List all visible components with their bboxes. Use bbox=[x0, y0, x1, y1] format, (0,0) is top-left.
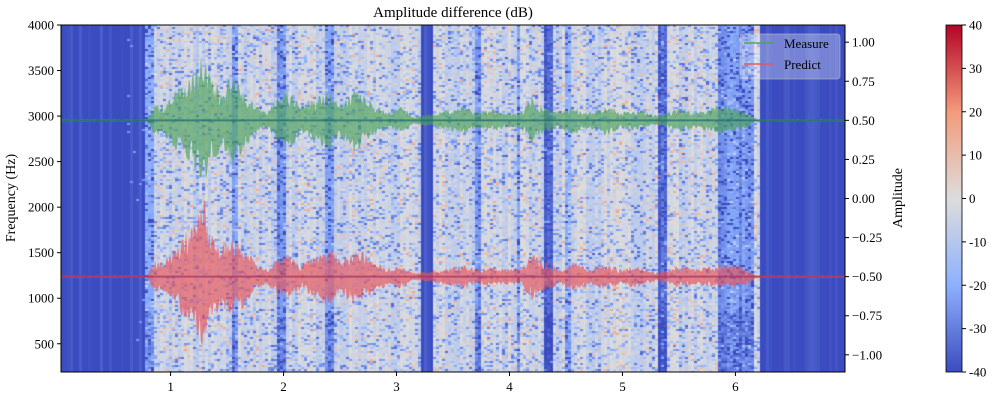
colorbar-tick-label: -30 bbox=[969, 321, 986, 336]
y-right-tick-label: −0.25 bbox=[852, 230, 882, 245]
x-tick-label: 4 bbox=[506, 379, 513, 394]
colorbar bbox=[945, 24, 963, 373]
colorbar-tick-label: 40 bbox=[969, 18, 982, 33]
y-right-tick-label: 0.75 bbox=[852, 74, 875, 89]
y-tick-label: 4000 bbox=[28, 18, 54, 33]
colorbar-tick-label: 30 bbox=[969, 61, 982, 76]
waveforms bbox=[60, 58, 846, 345]
axis-ticks: 1 2 3 4 5 6 500 1000 1500 2000 2500 3000 3500 4000 −1.… bbox=[28, 18, 986, 395]
y-right-tick-label: 0.25 bbox=[852, 152, 875, 167]
y-tick-label: 3500 bbox=[28, 63, 54, 78]
legend-box bbox=[739, 33, 841, 80]
legend-label-predict: Predict bbox=[784, 57, 821, 72]
y-tick-label: 1500 bbox=[28, 245, 54, 260]
colorbar-tick-label: -20 bbox=[969, 278, 986, 293]
y-axis-right-label: Amplitude bbox=[891, 168, 906, 228]
y-tick-label: 2000 bbox=[28, 200, 54, 215]
y-right-tick-label: −1.00 bbox=[852, 347, 882, 362]
y-tick-label: 2500 bbox=[28, 154, 54, 169]
y-tick-label: 1000 bbox=[28, 291, 54, 306]
colorbar-tick-label: 10 bbox=[969, 148, 982, 163]
y-axis-label: Frequency (Hz) bbox=[4, 154, 19, 243]
y-right-tick-label: 0.00 bbox=[852, 191, 875, 206]
colorbar-tick-label: 0 bbox=[969, 191, 976, 206]
x-tick-label: 1 bbox=[167, 379, 174, 394]
legend-label-measure: Measure bbox=[784, 36, 829, 51]
y-right-tick-label: 0.50 bbox=[852, 113, 875, 128]
x-tick-label: 3 bbox=[393, 379, 400, 394]
legend: Measure Predict bbox=[739, 33, 841, 80]
chart-title: Amplitude difference (dB) bbox=[373, 5, 533, 21]
colorbar-tick-label: 20 bbox=[969, 104, 982, 119]
y-right-tick-label: −0.75 bbox=[852, 308, 882, 323]
x-tick-label: 2 bbox=[280, 379, 287, 394]
waveform-predict bbox=[60, 199, 846, 345]
x-tick-label: 6 bbox=[732, 379, 739, 394]
x-tick-label: 5 bbox=[619, 379, 626, 394]
waveform-measure bbox=[60, 58, 846, 179]
plot-frame bbox=[60, 24, 846, 373]
y-tick-label: 500 bbox=[35, 336, 55, 351]
y-right-tick-label: −0.50 bbox=[852, 269, 882, 284]
colorbar-tick-label: -40 bbox=[969, 365, 986, 380]
colorbar-tick-label: -10 bbox=[969, 234, 986, 249]
y-tick-label: 3000 bbox=[28, 109, 54, 124]
y-right-tick-label: 1.00 bbox=[852, 35, 875, 50]
